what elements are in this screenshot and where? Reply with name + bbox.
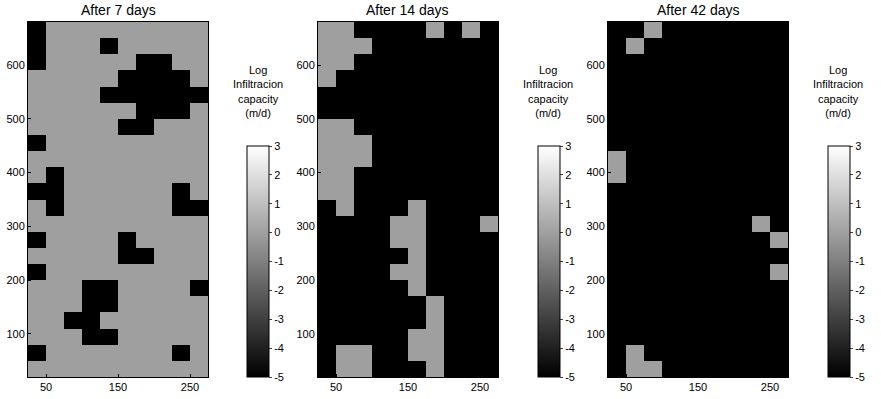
svg-text:-2: -2: [855, 284, 865, 296]
svg-text:3: 3: [565, 140, 571, 152]
svg-text:400: 400: [296, 166, 314, 178]
svg-text:600: 600: [586, 59, 604, 71]
svg-text:After 42 days: After 42 days: [657, 2, 740, 18]
svg-text:500: 500: [586, 113, 604, 125]
svg-text:-2: -2: [274, 284, 284, 296]
svg-text:-1: -1: [855, 255, 865, 267]
svg-text:100: 100: [6, 328, 24, 340]
svg-text:3: 3: [855, 140, 861, 152]
svg-text:-5: -5: [565, 371, 575, 383]
svg-text:-2: -2: [565, 284, 575, 296]
svg-text:100: 100: [586, 328, 604, 340]
svg-text:LogInfiltracioncapacity(m/d): LogInfiltracioncapacity(m/d): [523, 64, 573, 119]
svg-text:After 14 days: After 14 days: [366, 2, 449, 18]
svg-text:250: 250: [181, 381, 199, 393]
svg-text:1: 1: [855, 198, 861, 210]
svg-text:150: 150: [109, 381, 127, 393]
svg-text:-5: -5: [855, 371, 865, 383]
svg-text:1: 1: [565, 198, 571, 210]
svg-text:300: 300: [296, 220, 314, 232]
svg-text:LogInfiltracioncapacity(m/d): LogInfiltracioncapacity(m/d): [813, 64, 863, 119]
svg-text:0: 0: [274, 226, 280, 238]
svg-text:-4: -4: [855, 342, 865, 354]
svg-text:-3: -3: [565, 313, 575, 325]
svg-text:300: 300: [586, 220, 604, 232]
svg-text:0: 0: [565, 226, 571, 238]
svg-text:3: 3: [274, 140, 280, 152]
svg-text:500: 500: [296, 113, 314, 125]
svg-text:2: 2: [274, 169, 280, 181]
svg-text:50: 50: [40, 381, 52, 393]
svg-text:50: 50: [620, 381, 632, 393]
svg-text:LogInfiltracioncapacity(m/d): LogInfiltracioncapacity(m/d): [233, 64, 283, 119]
svg-text:-4: -4: [274, 342, 284, 354]
svg-text:200: 200: [296, 274, 314, 286]
svg-text:300: 300: [6, 220, 24, 232]
svg-text:-5: -5: [274, 371, 284, 383]
svg-text:2: 2: [855, 169, 861, 181]
svg-text:150: 150: [689, 381, 707, 393]
svg-text:2: 2: [565, 169, 571, 181]
svg-text:-3: -3: [274, 313, 284, 325]
svg-text:100: 100: [296, 328, 314, 340]
svg-text:250: 250: [761, 381, 779, 393]
svg-text:200: 200: [586, 274, 604, 286]
svg-text:400: 400: [586, 166, 604, 178]
svg-text:600: 600: [296, 59, 314, 71]
svg-text:150: 150: [399, 381, 417, 393]
svg-text:200: 200: [6, 274, 24, 286]
svg-text:400: 400: [6, 166, 24, 178]
svg-text:0: 0: [855, 226, 861, 238]
svg-text:-1: -1: [274, 255, 284, 267]
svg-text:-1: -1: [565, 255, 575, 267]
svg-text:500: 500: [6, 113, 24, 125]
svg-text:250: 250: [471, 381, 489, 393]
svg-text:After 7 days: After 7 days: [81, 2, 156, 18]
svg-text:-3: -3: [855, 313, 865, 325]
svg-text:1: 1: [274, 198, 280, 210]
svg-text:600: 600: [6, 59, 24, 71]
svg-text:-4: -4: [565, 342, 575, 354]
svg-text:50: 50: [330, 381, 342, 393]
